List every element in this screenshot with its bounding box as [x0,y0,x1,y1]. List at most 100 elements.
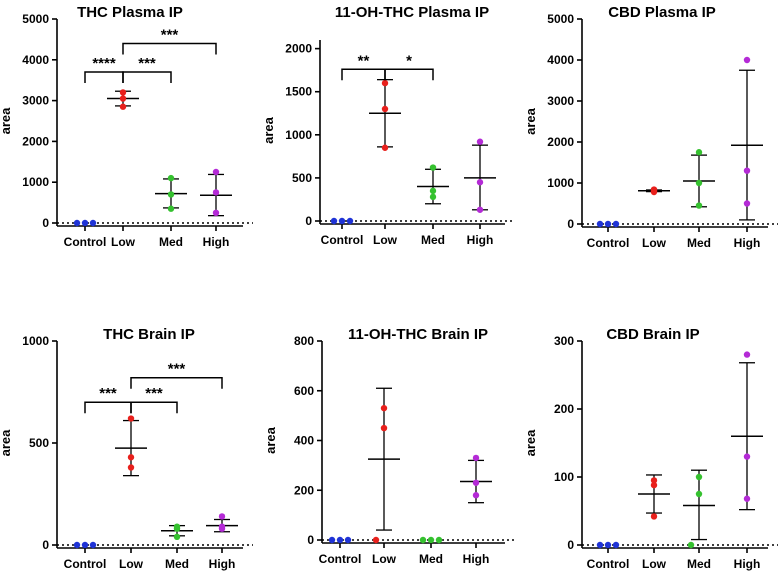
y-axis-label: area [0,107,13,135]
y-tick-label: 5000 [547,12,574,26]
x-category-label: High [209,557,236,571]
data-point-low [380,424,388,432]
chart-panel-1: THC Plasma IP area 0 1000 2000 3000 4000 5000 Co… [0,4,253,249]
y-tick-label: 800 [294,334,314,348]
data-point-low [372,536,380,544]
x-category-label: Med [159,235,183,249]
x-category-label: High [463,552,490,566]
significance-label: **** [92,55,116,72]
y-tick-label: 1000 [285,128,312,142]
x-category-label: High [734,236,761,250]
data-point-high [743,167,751,174]
chart-title: 11-OH-THC Brain IP [348,326,488,343]
data-point-high [743,351,751,358]
data-point-high [472,492,480,499]
data-point-med [429,193,437,201]
y-tick-label: 3000 [547,94,574,108]
data-point-med [695,473,703,481]
chart-title: CBD Brain IP [606,326,699,343]
data-point-control [596,220,604,228]
x-category-label: Control [64,235,107,249]
data-point-low [119,89,127,96]
chart-panel-5: 11-OH-THC Brain IP area 0 200 400 600 800 Contr… [263,326,515,566]
y-tick-label: 400 [294,434,314,448]
significance-bracket [122,42,217,55]
data-point-control [612,541,620,549]
data-point-low [650,477,658,484]
x-category-label: Low [373,233,398,247]
significance-bracket [384,68,434,81]
data-point-med [695,490,703,498]
y-tick-label: 3000 [22,94,49,108]
data-point-low [381,79,389,87]
y-tick-label: 5000 [22,12,49,26]
y-axis-label: area [523,429,538,457]
data-point-med [695,179,703,187]
data-point-high [743,495,751,502]
x-category-label: Control [64,557,107,571]
significance-bracket [130,376,223,389]
y-tick-label: 2000 [285,42,312,56]
y-axis-label: area [0,429,13,457]
significance-label: *** [138,55,156,72]
data-point-control [73,219,81,227]
y-axis-label: area [263,426,278,454]
x-category-label: Control [321,233,364,247]
x-category-label: Low [111,235,136,249]
data-point-control [89,541,97,549]
data-point-med [173,523,181,530]
chart-panel-4: THC Brain IP area 0 500 1000 Control Low Med Hig… [0,326,253,571]
significance-label: * [406,52,412,69]
x-category-label: Med [421,233,445,247]
significance-bracket [84,71,124,84]
data-point-med [435,536,443,544]
data-point-low [650,513,658,520]
x-category-label: Med [165,557,189,571]
y-axis-label: area [261,116,276,144]
x-category-label: Low [642,236,667,250]
data-point-low [381,144,389,151]
data-point-low [381,105,389,113]
data-point-high [743,200,751,207]
significance-label: *** [168,361,186,378]
data-point-med [427,536,435,544]
y-tick-label: 500 [29,436,49,450]
y-tick-label: 0 [567,217,574,231]
significance-label: *** [161,26,179,43]
y-tick-label: 0 [307,533,314,547]
data-point-low [650,481,658,489]
x-category-label: Control [587,236,630,250]
data-point-control [81,541,89,549]
data-point-control [612,220,620,228]
data-point-low [650,186,658,193]
data-point-control [596,541,604,549]
y-tick-label: 0 [42,538,49,552]
data-point-high [212,209,220,216]
data-point-med [167,191,175,198]
data-point-low [119,103,127,110]
x-category-label: High [467,233,494,247]
data-point-control [73,541,81,549]
chart-title: CBD Plasma IP [608,4,716,21]
y-tick-label: 1000 [547,176,574,190]
data-point-high [472,479,480,486]
x-category-label: Low [372,552,397,566]
data-point-med [167,205,175,212]
chart-panel-2: 11-OH-THC Plasma IP area 0 500 1000 1500 2000 C… [261,4,515,247]
data-point-med [695,149,703,156]
significance-label: *** [145,385,163,402]
y-tick-label: 4000 [547,53,574,67]
data-point-med [687,541,695,549]
y-tick-label: 2000 [547,135,574,149]
data-point-control [328,536,336,544]
data-point-control [338,217,346,225]
significance-bracket [84,401,132,414]
data-point-high [743,453,751,460]
data-point-high [218,513,226,520]
data-point-low [127,464,135,471]
data-point-high [212,189,220,196]
data-point-low [127,415,135,422]
y-tick-label: 500 [292,171,312,185]
data-point-med [429,164,437,171]
x-category-label: High [734,557,761,571]
